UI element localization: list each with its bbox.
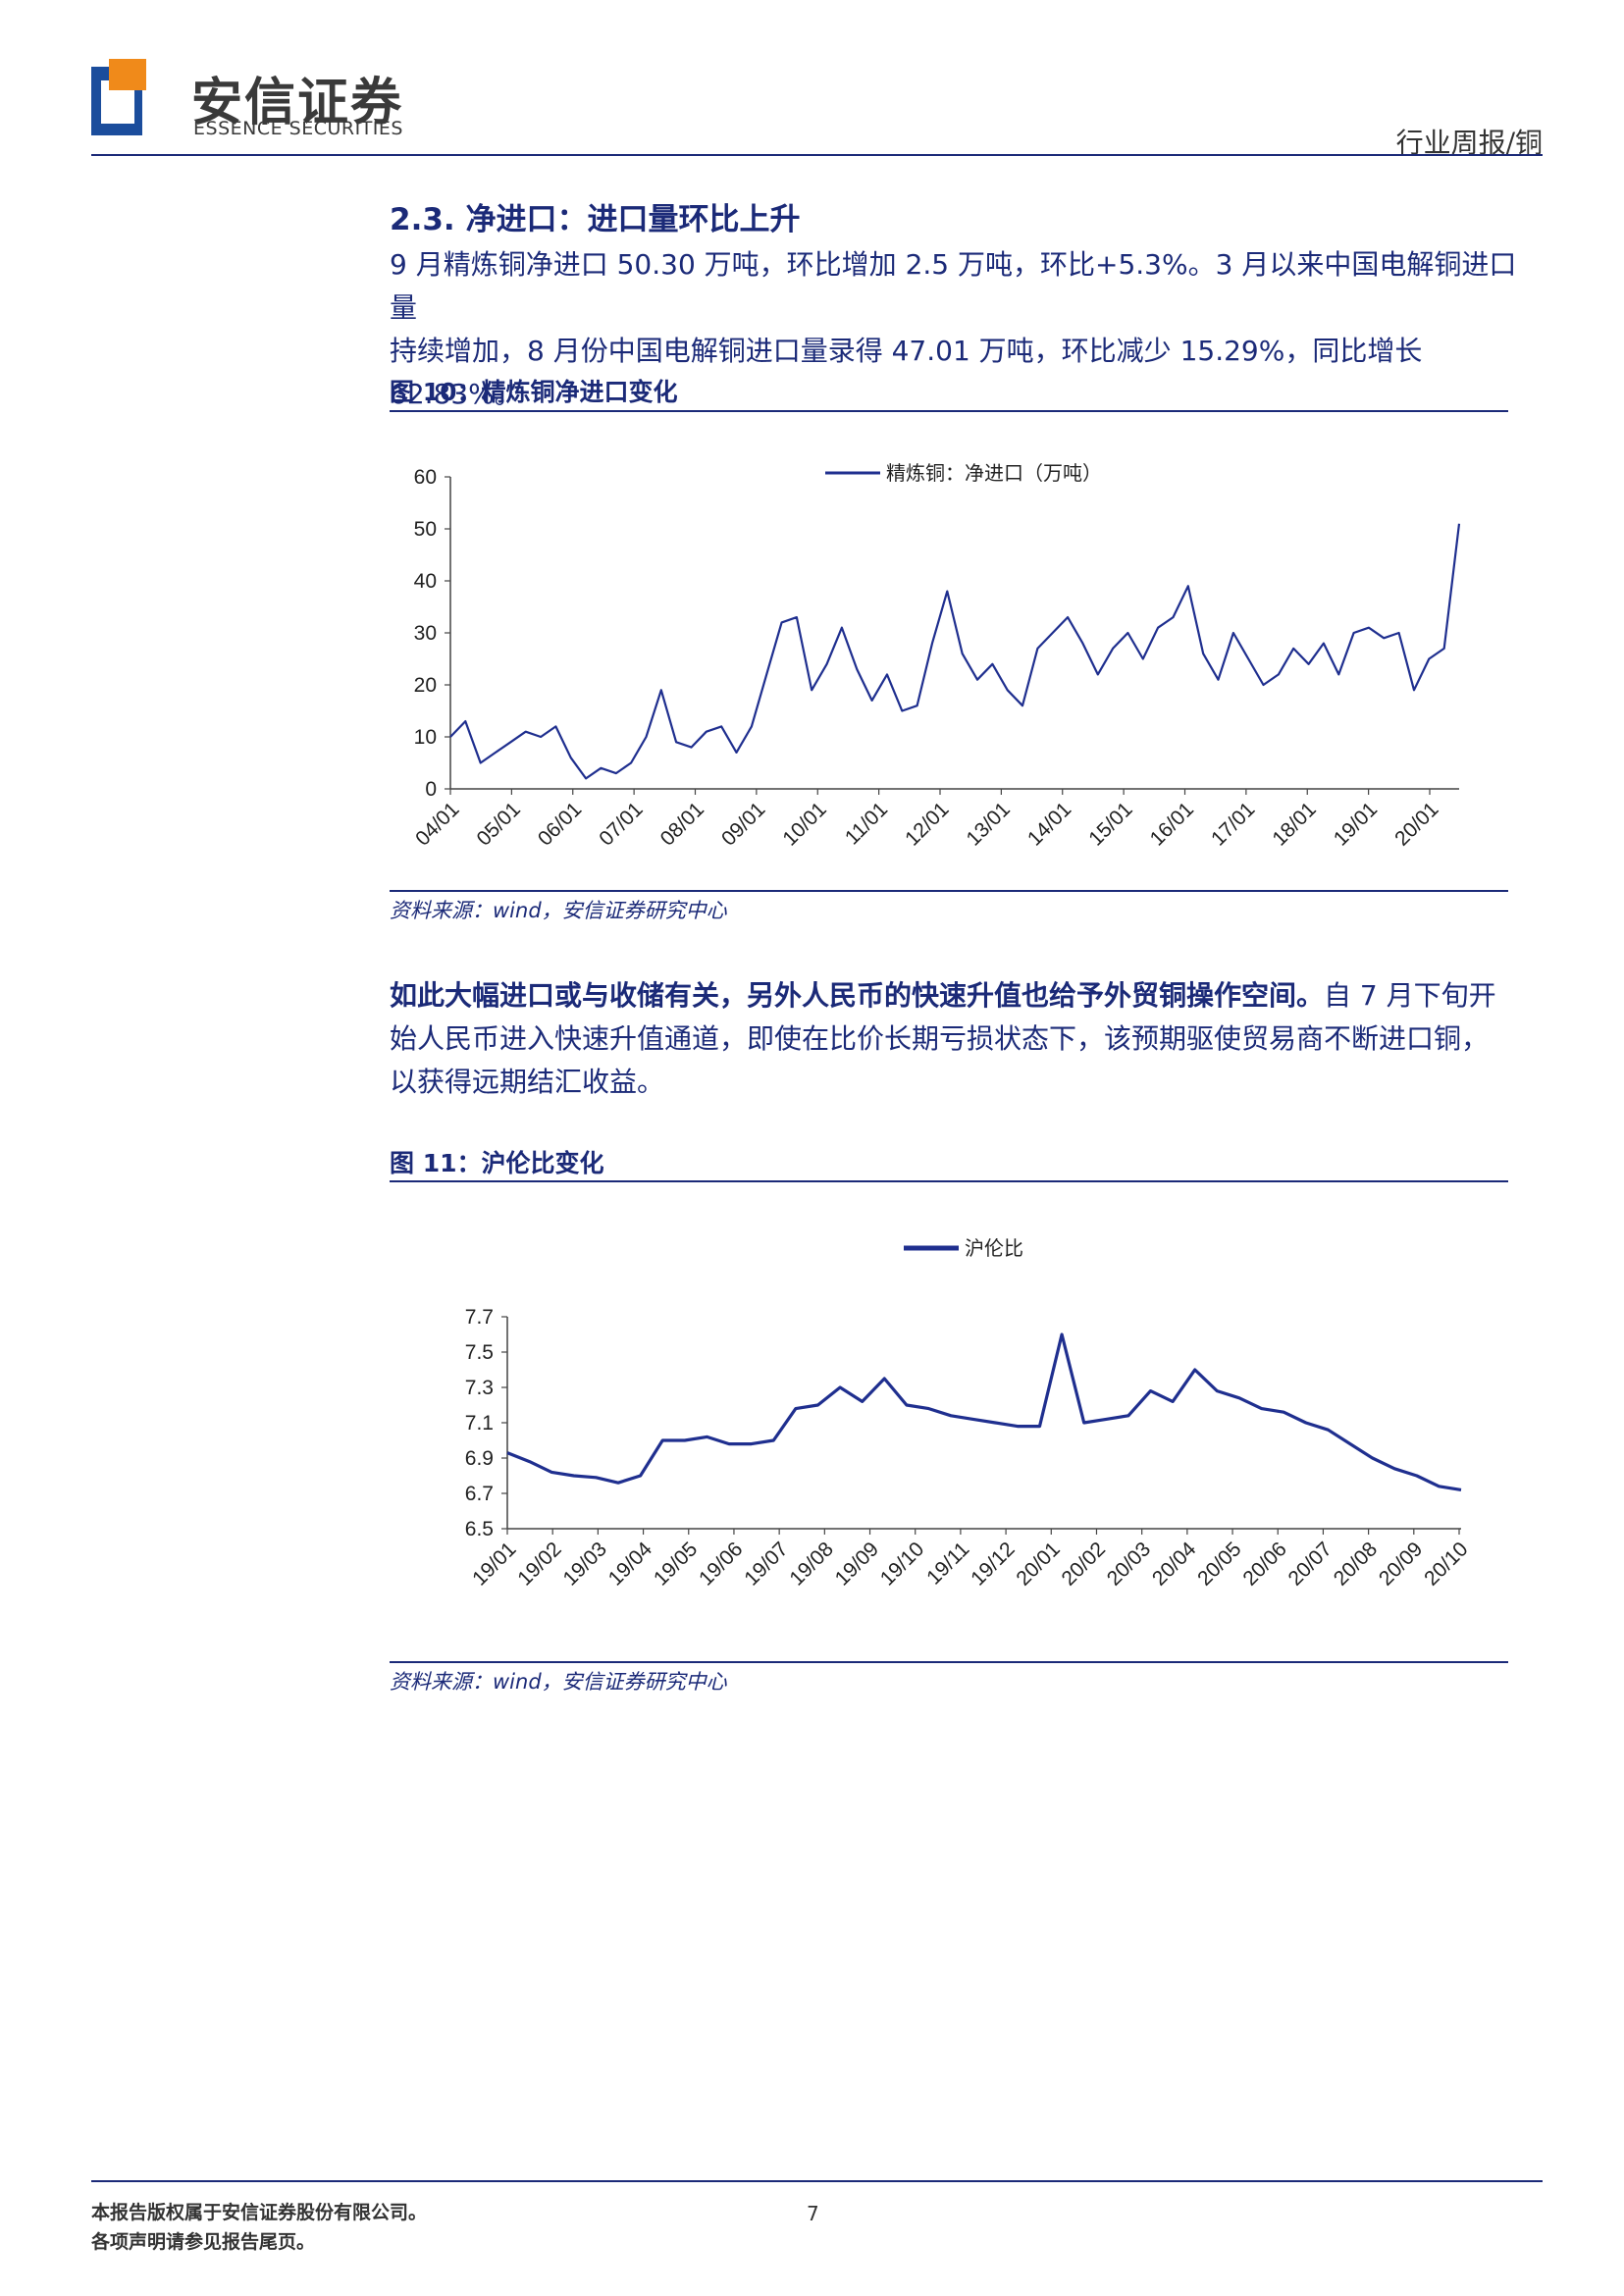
figure-10-top-rule <box>390 410 1508 412</box>
y-tick-label: 60 <box>414 466 437 489</box>
y-tick-label: 7.5 <box>465 1341 494 1364</box>
figure-11-top-rule <box>390 1180 1508 1182</box>
series-line-2 <box>506 1332 1462 1491</box>
y-tick-label: 7.3 <box>465 1377 494 1399</box>
logo-icon <box>91 59 146 135</box>
y-tick-label: 7.7 <box>465 1306 494 1329</box>
paragraph-1-line-1: 9 月精炼铜净进口 50.30 万吨，环比增加 2.5 万吨，环比+5.3%。3… <box>390 248 1517 324</box>
y-tick-label: 6.5 <box>465 1518 494 1540</box>
x-tick-label: 11/01 <box>841 798 892 849</box>
x-tick-label: 16/01 <box>1146 798 1198 850</box>
x-tick-label: 12/01 <box>901 798 953 850</box>
logo-company-name: 安信证券 <box>191 74 404 132</box>
x-tick-label: 20/06 <box>1238 1538 1290 1590</box>
footer-copyright-2: 各项声明请参见报告尾页。 <box>91 2231 316 2253</box>
x-tick-label: 20/02 <box>1058 1538 1110 1590</box>
paragraph-2-line-2: 始人民币进入快速升值通道，即使在比价长期亏损状态下，该预期驱使贸易商不断进口铜， <box>390 1022 1490 1055</box>
paragraph-2-line-3: 以获得远期结汇收益。 <box>390 1066 665 1098</box>
x-tick-label: 15/01 <box>1084 798 1136 850</box>
x-tick-label: 19/02 <box>513 1538 565 1590</box>
y-tick-label: 20 <box>414 674 437 697</box>
x-tick-label: 19/08 <box>785 1538 837 1590</box>
x-tick-label: 20/01 <box>1012 1538 1064 1590</box>
x-tick-label: 19/03 <box>558 1538 610 1590</box>
figure-10-chart: 0 10 20 30 40 50 60 04/01 05/01 06/01 07/01 08/01 09… <box>411 462 1461 851</box>
y-tick-label: 30 <box>414 622 437 645</box>
paragraph-2-rest: 自 7 月下旬开 <box>1324 979 1496 1012</box>
y-tick-label: 6.9 <box>465 1447 494 1470</box>
x-tick-label: 09/01 <box>717 798 769 850</box>
x-tick-label: 19/07 <box>740 1538 792 1590</box>
page-number: 7 <box>807 2202 819 2225</box>
x-tick-label: 14/01 <box>1023 798 1075 850</box>
x-tick-label: 13/01 <box>962 798 1014 850</box>
x-tick-label: 19/01 <box>468 1538 520 1590</box>
figure-11-chart: 6.56.76.97.17.37.57.719/0119/0219/0319/0… <box>465 1237 1473 1591</box>
x-tick-label: 19/10 <box>876 1538 928 1590</box>
x-tick-label: 20/05 <box>1193 1538 1245 1590</box>
x-tick-label: 19/06 <box>695 1538 747 1590</box>
paragraph-2-line-1: 如此大幅进口或与收储有关，另外人民币的快速升值也给予外贸铜操作空间。自 7 月下… <box>390 974 1540 1018</box>
x-tick-label: 19/11 <box>922 1538 973 1589</box>
x-tick-label: 20/04 <box>1148 1538 1201 1591</box>
x-tick-label: 19/09 <box>831 1538 883 1590</box>
y-tick-label: 10 <box>414 726 437 749</box>
x-tick-label: 19/01 <box>1330 798 1382 850</box>
x-tick-label: 04/01 <box>411 798 463 850</box>
x-tick-label: 10/01 <box>778 798 830 850</box>
x-tick-label: 17/01 <box>1207 798 1259 850</box>
x-tick-label: 06/01 <box>534 798 586 850</box>
series-line-1 <box>449 523 1461 780</box>
x-tick-label: 05/01 <box>472 798 524 850</box>
figure-10-source: 资料来源：wind，安信证券研究中心 <box>390 899 727 922</box>
figure-11-source: 资料来源：wind，安信证券研究中心 <box>390 1670 727 1694</box>
x-tick-label: 20/03 <box>1103 1538 1155 1590</box>
x-tick-label: 20/07 <box>1284 1538 1336 1590</box>
paragraph-1-line-2: 持续增加，8 月份中国电解铜进口量录得 47.01 万吨，环比减少 15.29%… <box>390 335 1423 410</box>
paragraph-2-bold: 如此大幅进口或与收储有关，另外人民币的快速升值也给予外贸铜操作空间。 <box>390 979 1325 1012</box>
paragraph-2: 如此大幅进口或与收储有关，另外人民币的快速升值也给予外贸铜操作空间。自 7 月下… <box>390 974 1540 1104</box>
x-tick-label: 19/12 <box>967 1538 1019 1590</box>
footer-divider <box>91 2180 1543 2182</box>
report-tag: 行业周报/铜 <box>1395 127 1543 159</box>
footer-copyright-1: 本报告版权属于安信证券股份有限公司。 <box>91 2202 428 2223</box>
figure-10-bottom-rule <box>390 890 1508 892</box>
x-tick-label: 20/09 <box>1375 1538 1427 1590</box>
x-tick-label: 19/04 <box>604 1538 657 1591</box>
y-tick-label: 6.7 <box>465 1483 494 1505</box>
paragraph-1: 9 月精炼铜净进口 50.30 万吨，环比增加 2.5 万吨，环比+5.3%。3… <box>390 243 1540 416</box>
y-tick-label: 40 <box>414 570 437 593</box>
legend-label: 沪伦比 <box>965 1237 1023 1260</box>
x-tick-label: 07/01 <box>595 798 647 850</box>
figure-11-title: 图 11：沪伦比变化 <box>390 1149 604 1177</box>
x-tick-label: 20/01 <box>1390 798 1442 850</box>
y-tick-label: 50 <box>414 518 437 541</box>
y-tick-label: 0 <box>425 778 437 801</box>
logo-company-english: ESSENCE SECURITIES <box>193 118 403 139</box>
x-tick-label: 08/01 <box>656 798 708 850</box>
section-title: 2.3. 净进口：进口量环比上升 <box>390 202 801 237</box>
figure-11-bottom-rule <box>390 1661 1508 1663</box>
x-tick-label: 19/05 <box>650 1538 702 1590</box>
x-tick-label: 20/08 <box>1330 1538 1382 1590</box>
x-tick-label: 18/01 <box>1268 798 1320 850</box>
y-tick-label: 7.1 <box>465 1412 494 1435</box>
figure-10-title: 图 10：精炼铜净进口变化 <box>390 378 678 406</box>
header-divider <box>91 154 1543 156</box>
x-tick-label: 20/10 <box>1420 1538 1472 1590</box>
legend-label: 精炼铜：净进口（万吨） <box>886 462 1102 485</box>
